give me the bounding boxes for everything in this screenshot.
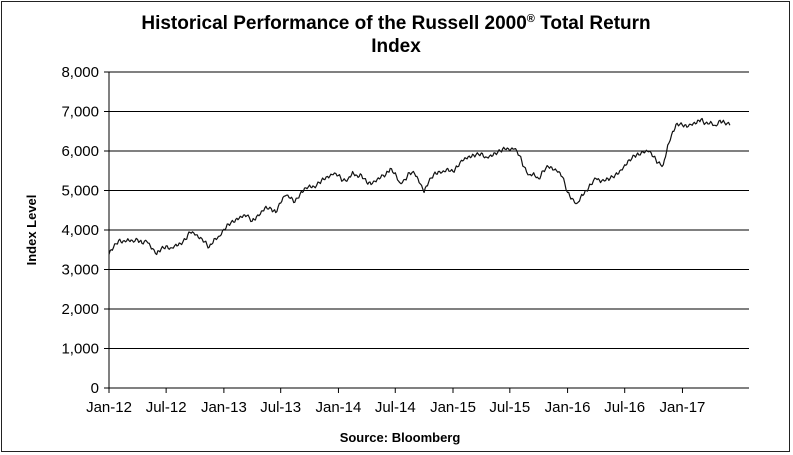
chart-title: Historical Performance of the Russell 20…: [141, 13, 650, 34]
x-tick-label: Jul-14: [375, 399, 416, 416]
x-tick-label: Jul-13: [260, 399, 301, 416]
y-tick-label: 3,000: [61, 262, 99, 279]
x-tick-labels: Jan-12 Jul-12 Jan-13 Jul-13 Jan-14 Jul-14 Jan-…: [86, 399, 705, 416]
x-tick-label: Jan-15: [430, 399, 476, 416]
x-tick-label: Jan-17: [660, 399, 706, 416]
y-tick-label: 7,000: [61, 104, 99, 121]
x-tick-label: Jul-16: [604, 399, 645, 416]
x-tick-label: Jan-14: [316, 399, 362, 416]
y-tick-label: 0: [91, 380, 99, 397]
y-tick-label: 1,000: [61, 341, 99, 358]
y-tick-label: 2,000: [61, 301, 99, 318]
gridlines: [104, 71, 749, 393]
y-tick-label: 4,000: [61, 222, 99, 239]
y-tick-label: 5,000: [61, 183, 99, 200]
y-tick-label: 8,000: [61, 64, 99, 81]
x-tick-label: Jan-12: [86, 399, 132, 416]
y-tick-labels: 0 1,000 2,000 3,000 4,000 5,000 6,000 7,000 8,00…: [61, 64, 99, 397]
y-axis-title: Index Level: [24, 195, 39, 266]
x-tick-label: Jul-12: [146, 399, 187, 416]
x-tick-label: Jan-13: [201, 399, 247, 416]
x-tick-label: Jan-16: [545, 399, 591, 416]
chart-title-line2: Index: [371, 36, 421, 57]
series-line-russell-2000: [108, 117, 731, 256]
x-axis-title: Source: Bloomberg: [340, 430, 461, 445]
x-tick-label: Jul-15: [489, 399, 530, 416]
y-tick-label: 6,000: [61, 143, 99, 160]
series-layer: [108, 117, 731, 256]
